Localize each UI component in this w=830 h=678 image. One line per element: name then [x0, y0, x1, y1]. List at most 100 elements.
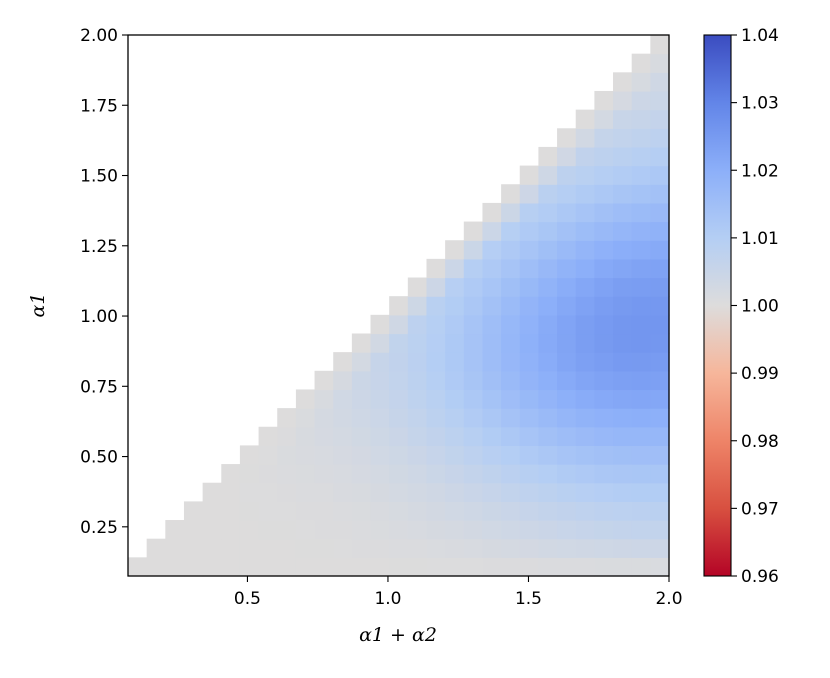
heatmap-cell [650, 258, 670, 279]
heatmap-cell [482, 445, 502, 465]
heatmap-cell [613, 426, 633, 447]
heatmap-cell [557, 352, 577, 372]
heatmap-cell [650, 464, 670, 484]
heatmap-cell [183, 520, 204, 540]
heatmap-cell [314, 408, 334, 428]
heatmap-cell [165, 557, 185, 577]
heatmap-cell [482, 426, 502, 447]
heatmap-cell [631, 389, 651, 409]
heatmap-cell [426, 538, 446, 558]
heatmap-cell [631, 53, 651, 73]
heatmap-cell [650, 352, 670, 372]
heatmap-cell [295, 520, 316, 540]
heatmap-cell [538, 146, 558, 167]
heatmap-cell [557, 520, 577, 540]
heatmap-cell [426, 296, 446, 316]
heatmap-cell [575, 258, 595, 279]
heatmap-cell [557, 370, 577, 391]
heatmap-cell [426, 520, 446, 540]
heatmap-cell [426, 408, 446, 428]
heatmap-cell [538, 445, 558, 465]
heatmap-cell [333, 464, 353, 484]
heatmap-cell [407, 464, 428, 484]
heatmap-cell [183, 538, 204, 558]
heatmap-cell [594, 557, 614, 577]
heatmap-cell [557, 221, 577, 241]
heatmap-cell [519, 557, 540, 577]
y-tick-label: 2.00 [80, 26, 118, 46]
heatmap-cell [613, 333, 633, 353]
y-tick-label: 1.50 [80, 167, 118, 187]
heatmap-cell [575, 501, 595, 521]
heatmap-cell [631, 90, 651, 111]
heatmap-cell [258, 538, 278, 558]
heatmap-cell [557, 445, 577, 465]
colorbar-tick-label: 0.98 [741, 432, 779, 452]
heatmap-cell [613, 165, 633, 185]
heatmap-cell [594, 221, 614, 241]
heatmap-cell [538, 352, 558, 372]
heatmap-cell [613, 314, 633, 335]
heatmap-cell [613, 128, 633, 148]
x-axis-label: α1 + α2 [359, 624, 437, 646]
colorbar-tick-label: 1.04 [741, 26, 779, 46]
heatmap-cell [501, 538, 521, 558]
heatmap-cell [613, 408, 633, 428]
heatmap-cell [519, 333, 540, 353]
heatmap-cell [538, 501, 558, 521]
heatmap-cell [445, 277, 465, 297]
heatmap-cell [258, 557, 278, 577]
heatmap-cell [575, 221, 595, 241]
heatmap-cell [351, 464, 372, 484]
heatmap-cell [575, 109, 595, 129]
heatmap-cell [407, 296, 428, 316]
heatmap-cell [333, 501, 353, 521]
heatmap-cell [613, 184, 633, 204]
heatmap-cell [463, 408, 484, 428]
x-axis-ticks: 0.5 1.0 1.5 2.0 [234, 576, 683, 609]
heatmap-cell [333, 389, 353, 409]
heatmap-cell [351, 501, 372, 521]
heatmap-cell [613, 520, 633, 540]
heatmap-cell [650, 501, 670, 521]
heatmap-cell [389, 333, 409, 353]
heatmap-cell [538, 296, 558, 316]
heatmap-cell [333, 370, 353, 391]
heatmap-cell [314, 389, 334, 409]
heatmap-cell [557, 426, 577, 447]
heatmap-cell [650, 482, 670, 502]
heatmap-cell [202, 538, 222, 558]
heatmap-cell [445, 464, 465, 484]
heatmap-cell [183, 501, 204, 521]
heatmap-cell [613, 370, 633, 391]
heatmap-cell [594, 90, 614, 111]
colorbar-tick-label: 0.96 [741, 567, 779, 587]
heatmap-cell [407, 538, 428, 558]
heatmap-cell [333, 445, 353, 465]
heatmap-cell [650, 165, 670, 185]
heatmap-cell [594, 128, 614, 148]
heatmap-cell [613, 445, 633, 465]
heatmap-cell [482, 408, 502, 428]
heatmap-cell [594, 352, 614, 372]
heatmap-cell [594, 146, 614, 167]
heatmap-cell [575, 165, 595, 185]
y-tick-label: 1.25 [80, 237, 118, 257]
heatmap-cell [463, 352, 484, 372]
heatmap-cell [538, 557, 558, 577]
heatmap-cell [426, 557, 446, 577]
heatmap-cell [389, 445, 409, 465]
heatmap-cell [594, 333, 614, 353]
heatmap-cell [202, 520, 222, 540]
heatmap-cell [482, 370, 502, 391]
y-tick-label: 1.00 [80, 307, 118, 327]
heatmap-cell [463, 221, 484, 241]
heatmap-cell [389, 408, 409, 428]
heatmap-cell [389, 557, 409, 577]
heatmap-cell [519, 538, 540, 558]
heatmap-cell [445, 240, 465, 260]
heatmap-cell [575, 445, 595, 465]
heatmap-cell [501, 240, 521, 260]
heatmap-cell [594, 445, 614, 465]
heatmap-cell [277, 538, 297, 558]
